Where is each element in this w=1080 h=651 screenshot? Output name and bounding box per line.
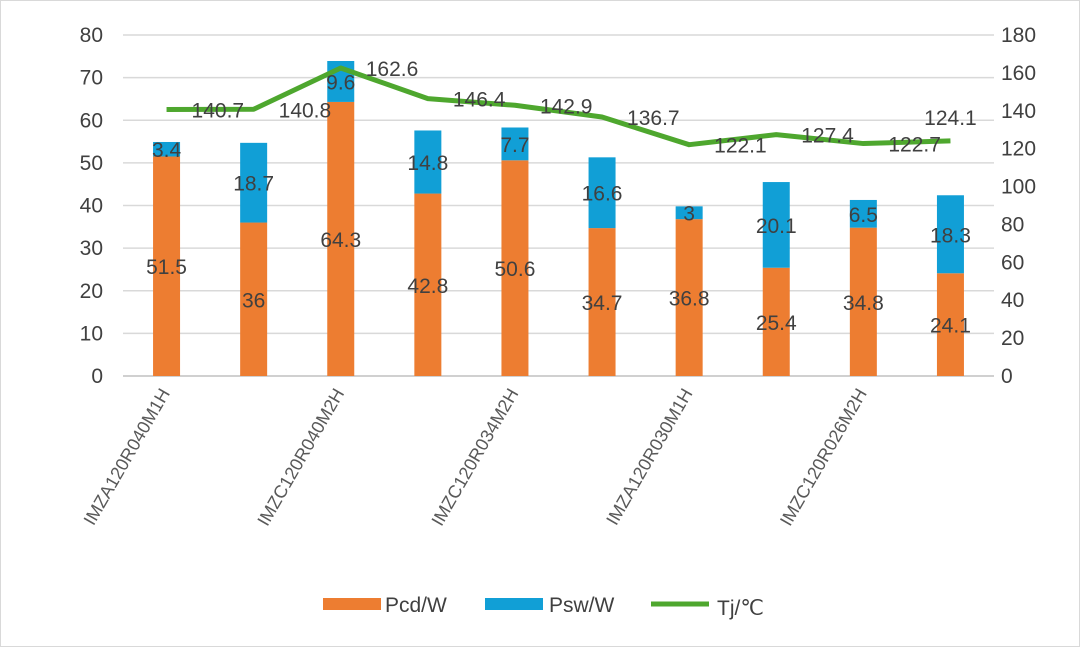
data-label-psw: 3.4 — [152, 139, 182, 162]
data-label-pcd: 51.5 — [146, 256, 187, 279]
data-label-pcd: 50.6 — [495, 258, 536, 281]
bar-pcd — [675, 219, 703, 376]
data-label-psw: 20.1 — [756, 215, 797, 238]
bar-psw — [501, 127, 529, 161]
bar-psw — [675, 206, 703, 220]
y-tick-label: 0 — [91, 365, 103, 388]
data-label-tj: 124.1 — [924, 107, 977, 130]
x-tick-label: IMZA120R040M1H — [80, 385, 174, 528]
data-label-pcd: 42.8 — [407, 275, 448, 298]
y-tick-label: 70 — [80, 67, 103, 90]
data-label-psw: 16.6 — [582, 183, 623, 206]
bar-psw — [936, 195, 964, 274]
bar-psw — [588, 157, 616, 229]
legend-label-tj: Tj/℃ — [717, 597, 764, 620]
y-tick-label: 30 — [80, 237, 103, 260]
data-label-psw: 9.6 — [326, 71, 355, 94]
data-label-tj: 140.8 — [279, 99, 332, 122]
y2-tick-label: 140 — [1001, 100, 1036, 123]
y2-tick-label: 100 — [1001, 176, 1036, 199]
y2-tick-label: 40 — [1001, 289, 1024, 312]
data-label-psw: 18.7 — [233, 173, 274, 196]
bar-psw — [414, 130, 442, 194]
bar-pcd — [501, 160, 529, 376]
bar-pcd — [327, 101, 355, 376]
data-label-tj: 146.4 — [453, 89, 506, 112]
data-label-pcd: 25.4 — [756, 312, 797, 335]
x-tick-label: IMZA120R030M1H — [602, 385, 696, 528]
y2-tick-label: 60 — [1001, 251, 1024, 274]
x-tick-label: IMZC120R026M2H — [776, 385, 871, 529]
bar-psw — [240, 142, 268, 223]
bar-psw — [762, 182, 790, 268]
y2-tick-label: 80 — [1001, 213, 1024, 236]
data-label-psw: 7.7 — [500, 134, 529, 157]
data-label-pcd: 36.8 — [669, 288, 710, 311]
y-tick-label: 80 — [80, 24, 103, 47]
data-label-tj: 122.1 — [714, 135, 767, 158]
y-tick-label: 10 — [80, 322, 103, 345]
data-label-psw: 6.5 — [849, 204, 878, 227]
bar-pcd — [849, 227, 877, 376]
data-label-pcd: 64.3 — [320, 229, 361, 252]
bar-pcd — [414, 193, 442, 376]
data-label-tj: 136.7 — [627, 107, 680, 130]
data-label-tj: 122.7 — [888, 134, 941, 157]
y-tick-label: 40 — [80, 195, 103, 218]
bar-pcd — [240, 222, 268, 376]
y-tick-label: 60 — [80, 109, 103, 132]
line-tj — [166, 65, 951, 148]
data-label-psw: 18.3 — [930, 224, 971, 247]
x-tick-label: IMZC120R040M2H — [253, 385, 348, 529]
y2-tick-label: 120 — [1001, 138, 1036, 161]
y-tick-label: 20 — [80, 280, 103, 303]
legend-swatch-psw — [485, 598, 543, 610]
data-label-tj: 127.4 — [801, 125, 854, 148]
data-label-pcd: 36 — [242, 289, 265, 312]
bar-pcd — [762, 267, 790, 376]
bar-psw — [849, 199, 877, 228]
bar-psw — [153, 141, 181, 157]
y2-tick-label: 20 — [1001, 327, 1024, 350]
data-label-psw: 14.8 — [407, 152, 448, 175]
bar-pcd — [936, 273, 964, 376]
bar-pcd — [153, 156, 181, 376]
data-label-tj: 140.7 — [192, 99, 245, 122]
x-tick-label: IMZC120R034M2H — [428, 385, 523, 529]
y2-tick-label: 180 — [1001, 24, 1036, 47]
y2-tick-label: 0 — [1001, 365, 1013, 388]
y2-tick-label: 160 — [1001, 62, 1036, 85]
legend-swatch-pcd — [323, 598, 381, 610]
legend-label-pcd: Pcd/W — [385, 594, 447, 617]
data-label-pcd: 24.1 — [930, 315, 971, 338]
legend-label-psw: Psw/W — [549, 594, 615, 617]
bar-pcd — [588, 228, 616, 376]
data-label-psw: 3 — [683, 203, 695, 226]
y-tick-label: 50 — [80, 152, 103, 175]
data-label-pcd: 34.7 — [582, 292, 623, 315]
data-label-tj: 162.6 — [366, 58, 419, 81]
data-label-pcd: 34.8 — [843, 292, 884, 315]
data-label-tj: 142.9 — [540, 95, 593, 118]
